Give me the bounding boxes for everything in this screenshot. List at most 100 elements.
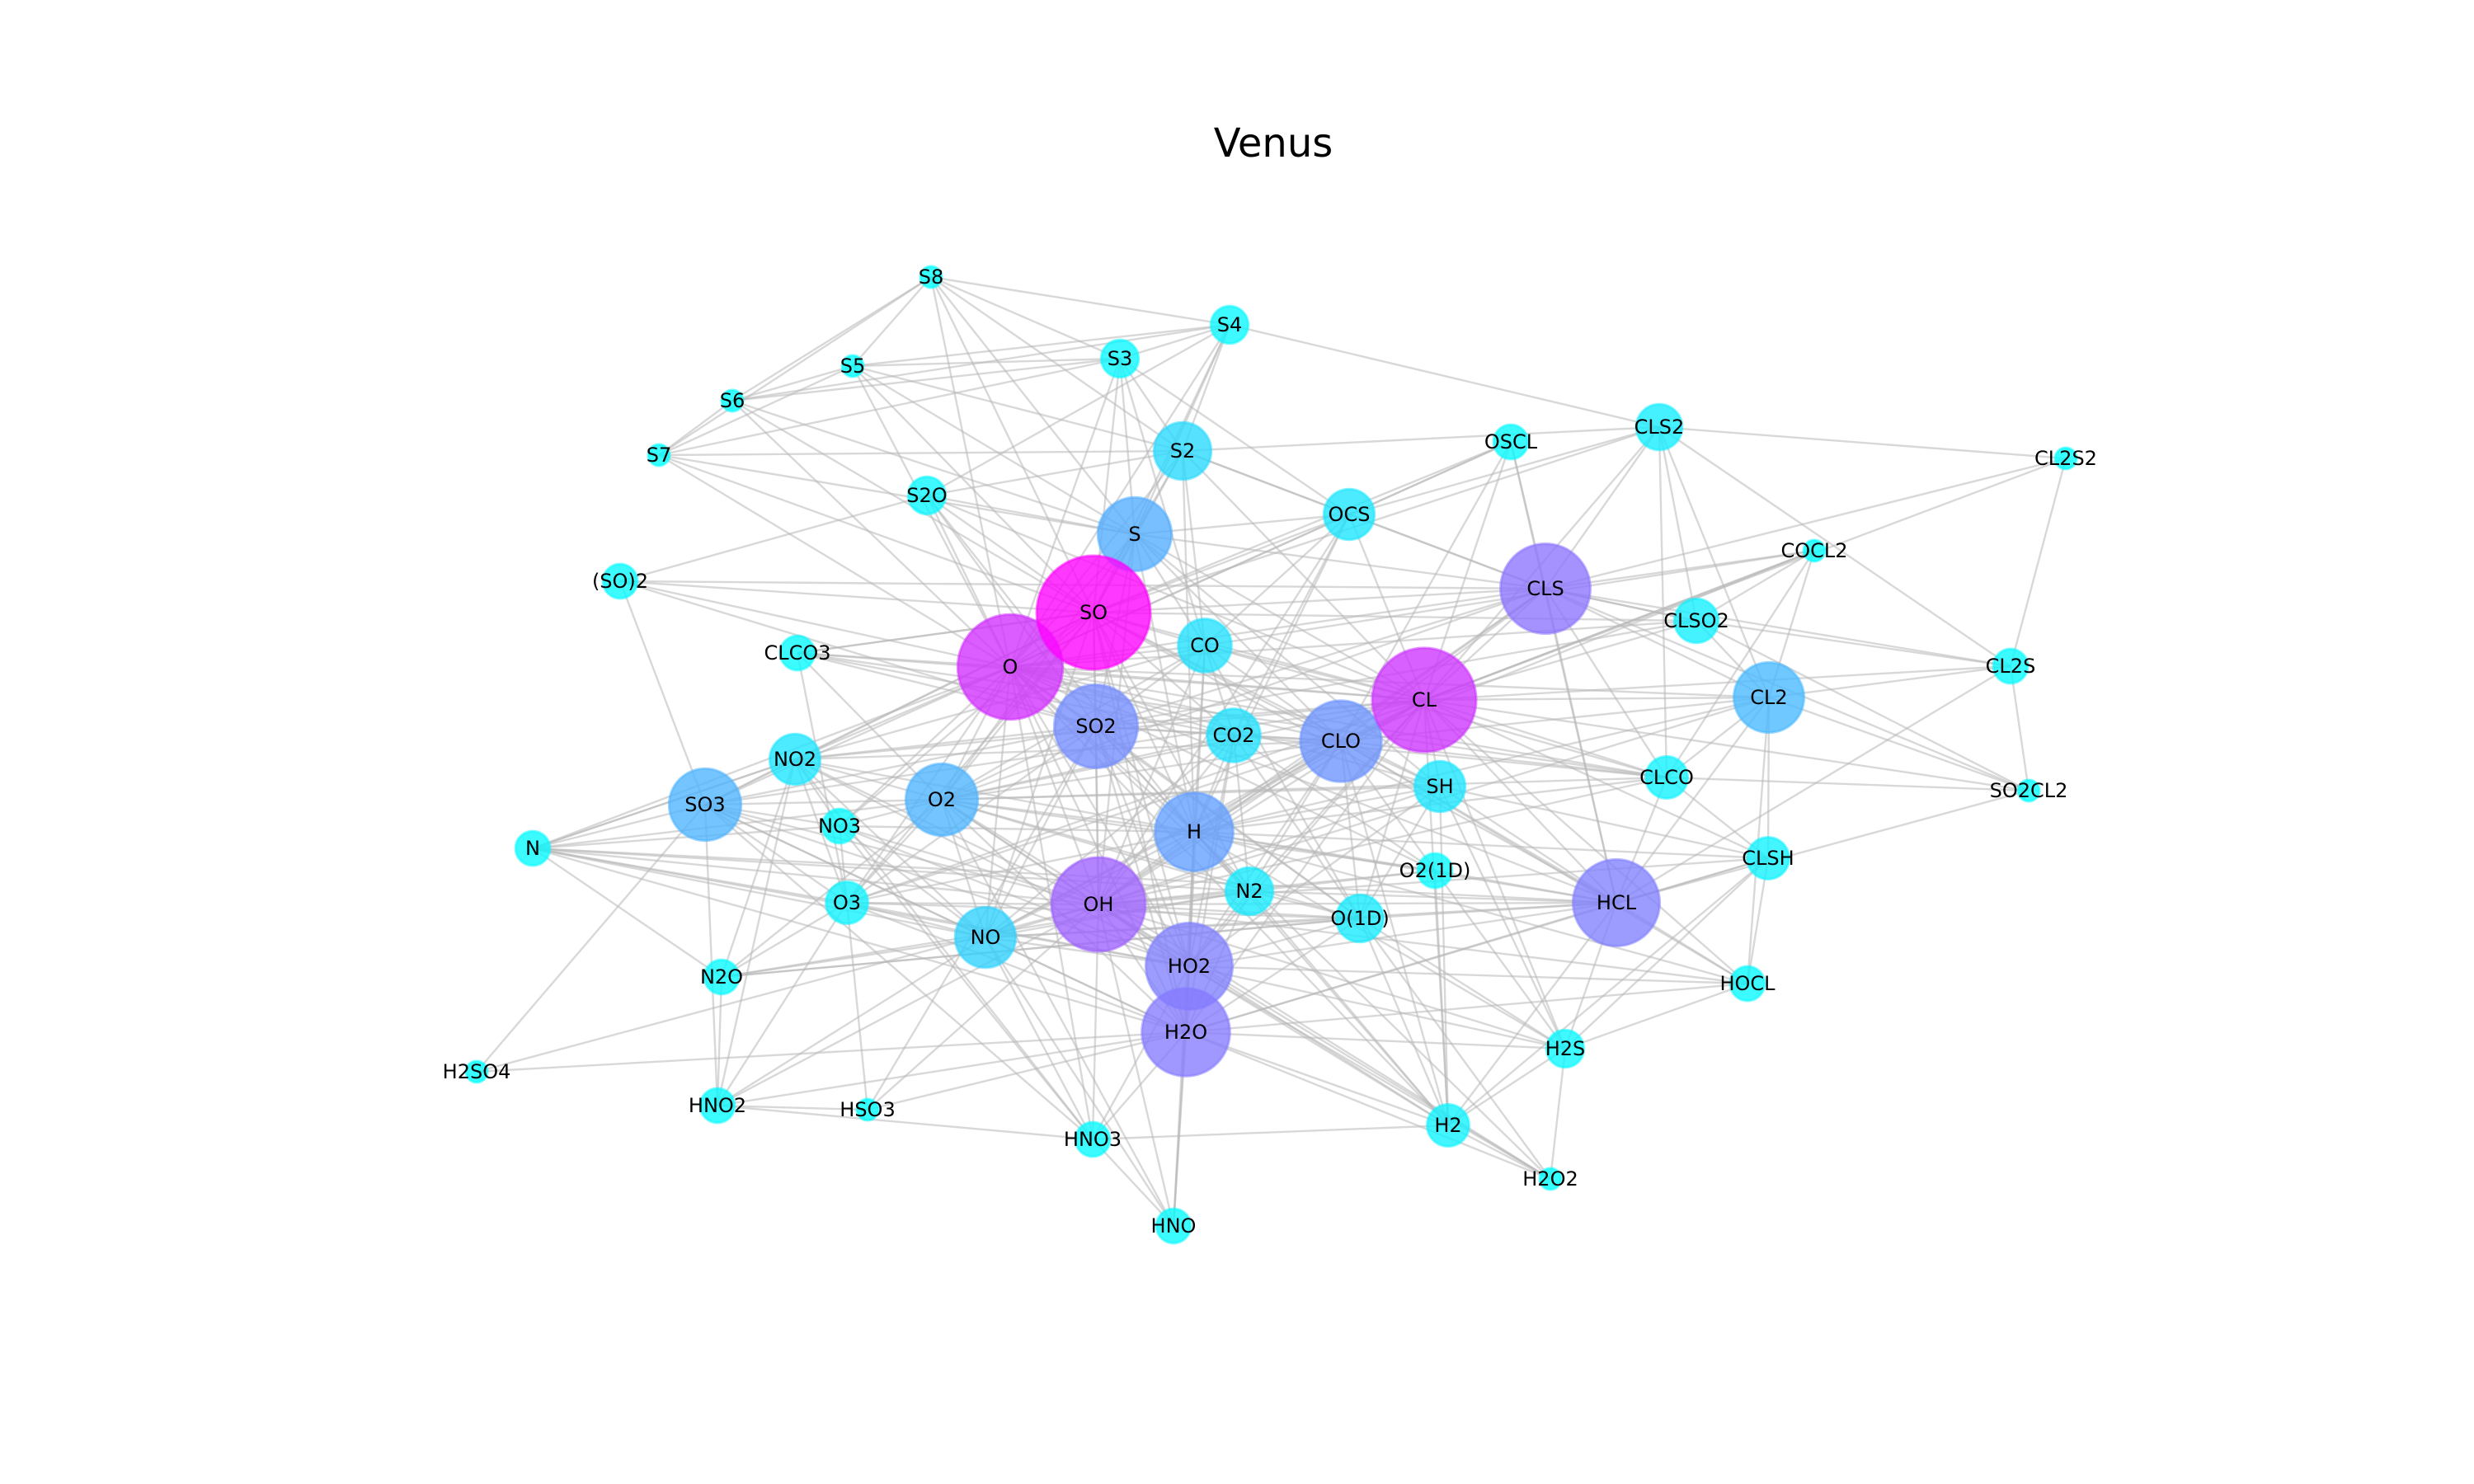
- edge: [1092, 1124, 1449, 1141]
- edge: [717, 1031, 1187, 1107]
- edge: [941, 740, 1342, 801]
- edge: [532, 847, 1187, 1034]
- node-circle: [1545, 1028, 1586, 1069]
- edge: [867, 1031, 1187, 1111]
- node-circle: [1152, 420, 1213, 481]
- node-circle: [1334, 893, 1385, 944]
- node-label: HNO: [1151, 1214, 1197, 1237]
- edge: [717, 1104, 868, 1111]
- edge: [1097, 904, 1175, 1227]
- node-label: HOCL: [1719, 972, 1776, 995]
- edge: [704, 665, 1011, 806]
- edge: [731, 357, 1121, 402]
- edge: [984, 937, 1094, 1140]
- node-label: OCS: [1329, 503, 1371, 526]
- node-label: CLCO: [1639, 766, 1694, 789]
- edge: [703, 804, 719, 1106]
- edge: [1564, 982, 1748, 1050]
- node: O: [956, 613, 1065, 721]
- node: (SO)2: [592, 562, 648, 600]
- edge: [852, 364, 1183, 453]
- edge: [794, 725, 1097, 761]
- edge: [1093, 587, 1546, 614]
- edge: [1658, 425, 2067, 460]
- node: O2(1D): [1399, 852, 1471, 890]
- edge: [929, 276, 1012, 668]
- edge: [1658, 426, 1698, 622]
- node: CL2S: [1986, 647, 2036, 685]
- node-circle: [768, 732, 822, 787]
- node: H2SO4: [443, 1059, 511, 1084]
- edge: [1185, 1031, 1566, 1050]
- edge: [1093, 425, 1660, 614]
- edge: [658, 449, 1183, 457]
- edge: [721, 936, 986, 979]
- node-label: N2O: [700, 965, 743, 989]
- node-label: H2SO4: [443, 1060, 511, 1083]
- node-circle: [919, 265, 943, 289]
- edge: [2009, 665, 2030, 791]
- edge: [846, 830, 1195, 904]
- node-label: S2: [1170, 439, 1196, 463]
- edge: [1658, 426, 2011, 667]
- node-label: S5: [840, 355, 866, 378]
- edge: [941, 776, 1667, 801]
- edge: [1423, 699, 1748, 984]
- node: CO: [1177, 618, 1233, 674]
- node-label: SO2: [1075, 715, 1116, 738]
- node-circle: [825, 881, 869, 925]
- edge: [1193, 785, 1441, 834]
- node-circle: [703, 958, 741, 996]
- node-label: COCL2: [1780, 539, 1847, 562]
- node-circle: [953, 905, 1018, 970]
- edge: [1193, 696, 1770, 834]
- node-circle: [1802, 538, 1827, 563]
- node-label: NO3: [818, 815, 861, 838]
- node-label: HNO3: [1064, 1128, 1122, 1151]
- node: CL2: [1732, 660, 1806, 735]
- node-label: O2(1D): [1399, 859, 1471, 882]
- node-label: CL2S: [1986, 655, 2036, 678]
- node-circle: [906, 475, 948, 516]
- node-label: H: [1187, 820, 1202, 843]
- edge: [926, 323, 1230, 497]
- edge: [1249, 890, 1617, 904]
- node-circle: [514, 829, 552, 867]
- node-label: CO2: [1213, 724, 1255, 747]
- edge: [1434, 870, 1566, 1050]
- node-circle: [1499, 542, 1592, 635]
- edge: [1188, 965, 1551, 1181]
- edge: [1339, 441, 1512, 742]
- node-label: SO: [1079, 601, 1108, 624]
- node-label: CL2S2: [2034, 447, 2097, 470]
- edge: [1439, 785, 1769, 860]
- edge: [1564, 857, 1769, 1050]
- node: S5: [840, 354, 866, 378]
- edge: [717, 903, 1099, 1107]
- node-label: CLCO3: [764, 641, 830, 665]
- node: H2O: [1141, 987, 1231, 1078]
- edge: [1696, 619, 2030, 792]
- node: SH: [1413, 759, 1467, 814]
- edge: [852, 276, 932, 367]
- edge: [1340, 740, 1748, 985]
- node-label: H2O: [1164, 1021, 1207, 1044]
- edge: [532, 848, 722, 978]
- node: CLSH: [1742, 836, 1794, 881]
- edge: [619, 494, 928, 583]
- node-circle: [1538, 1167, 1563, 1191]
- node-circle: [1209, 304, 1250, 345]
- edge: [1423, 698, 2030, 792]
- node: HNO: [1151, 1207, 1197, 1245]
- edge: [1092, 1139, 1174, 1227]
- node: CL2S2: [2034, 446, 2097, 471]
- edge: [1118, 358, 1206, 646]
- node-circle: [1746, 836, 1790, 881]
- edge: [1658, 426, 1668, 778]
- edge: [930, 275, 1230, 326]
- edge: [1229, 323, 1660, 429]
- node-label: CLS: [1526, 577, 1564, 600]
- node-circle: [1299, 699, 1383, 783]
- node: S2: [1152, 420, 1213, 481]
- node: NO: [953, 905, 1018, 970]
